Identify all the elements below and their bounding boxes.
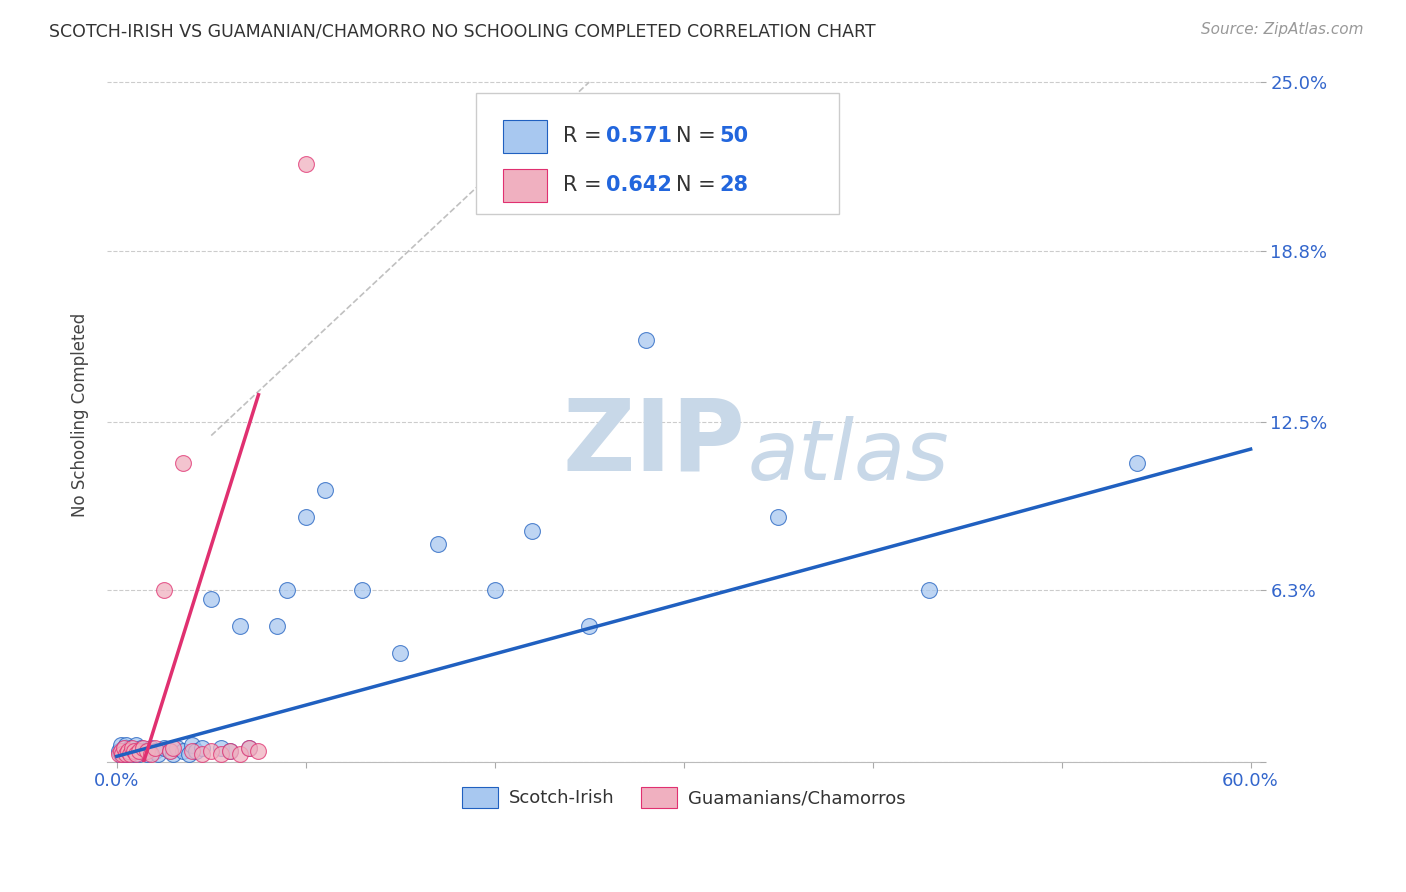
Point (128, 747, 150, 761)
Point (522, 524, 544, 538)
Point (132, 741, 155, 756)
FancyBboxPatch shape (503, 120, 547, 153)
Point (918, 583, 941, 598)
Point (228, 747, 250, 761)
Point (107, 747, 129, 761)
Point (110, 747, 132, 761)
Point (139, 747, 162, 761)
FancyBboxPatch shape (503, 169, 547, 202)
Y-axis label: No Schooling Completed: No Schooling Completed (72, 313, 89, 517)
Point (228, 619, 250, 633)
Point (162, 741, 184, 756)
Point (148, 747, 170, 761)
Point (166, 741, 188, 756)
Point (112, 741, 135, 756)
Point (124, 747, 146, 761)
Text: ZIP: ZIP (562, 394, 745, 491)
Point (219, 744, 242, 758)
Point (115, 747, 138, 761)
Text: R =: R = (562, 127, 607, 146)
Point (136, 747, 159, 761)
Point (181, 744, 204, 758)
Point (112, 747, 135, 761)
Point (484, 583, 506, 598)
Point (131, 741, 153, 756)
Point (352, 583, 374, 598)
Point (122, 747, 145, 761)
Point (162, 747, 184, 761)
Point (314, 483, 336, 497)
Point (389, 646, 412, 660)
Point (153, 741, 176, 756)
Point (134, 744, 156, 758)
Point (111, 747, 134, 761)
Point (200, 591, 222, 606)
Text: R =: R = (562, 176, 607, 195)
Point (111, 749, 134, 764)
Point (136, 744, 159, 758)
Point (247, 744, 270, 758)
Point (238, 741, 260, 756)
Point (200, 744, 222, 758)
Text: 50: 50 (720, 127, 748, 146)
Point (112, 741, 135, 756)
Point (766, 510, 789, 524)
Point (122, 744, 145, 758)
Point (110, 744, 132, 758)
Point (294, 156, 316, 170)
Point (117, 747, 139, 761)
Text: 28: 28 (720, 176, 748, 195)
Text: N =: N = (676, 176, 723, 195)
Point (153, 583, 176, 598)
Text: atlas: atlas (747, 417, 949, 497)
Point (578, 619, 600, 633)
FancyBboxPatch shape (477, 93, 839, 214)
Text: Source: ZipAtlas.com: Source: ZipAtlas.com (1201, 22, 1364, 37)
Point (184, 744, 207, 758)
Point (124, 739, 146, 753)
Point (219, 744, 242, 758)
Point (159, 744, 181, 758)
Point (276, 583, 298, 598)
Point (172, 744, 194, 758)
Text: SCOTCH-IRISH VS GUAMANIAN/CHAMORRO NO SCHOOLING COMPLETED CORRELATION CHART: SCOTCH-IRISH VS GUAMANIAN/CHAMORRO NO SC… (49, 22, 876, 40)
Point (427, 537, 450, 551)
Point (159, 744, 181, 758)
Point (143, 744, 166, 758)
Point (115, 739, 138, 753)
Point (118, 741, 141, 756)
Point (209, 747, 232, 761)
Point (1126, 456, 1149, 470)
Point (118, 747, 141, 761)
Legend: Scotch-Irish, Guamanians/Chamorros: Scotch-Irish, Guamanians/Chamorros (454, 780, 912, 815)
Text: 0.571: 0.571 (606, 127, 672, 146)
Point (139, 741, 162, 756)
Point (191, 741, 214, 756)
Point (238, 741, 260, 756)
Point (172, 456, 194, 470)
Point (209, 741, 232, 756)
Point (110, 739, 132, 753)
Point (117, 744, 139, 758)
Point (127, 744, 149, 758)
Point (191, 747, 214, 761)
Point (143, 741, 166, 756)
Point (121, 741, 143, 756)
Point (294, 510, 316, 524)
Point (107, 744, 129, 758)
Point (128, 744, 150, 758)
Point (181, 739, 204, 753)
Point (266, 619, 288, 633)
Text: N =: N = (676, 127, 723, 146)
Point (111, 744, 134, 758)
Point (121, 744, 143, 758)
Point (115, 744, 138, 758)
Point (634, 334, 657, 348)
Text: 0.642: 0.642 (606, 176, 672, 195)
Point (177, 747, 200, 761)
